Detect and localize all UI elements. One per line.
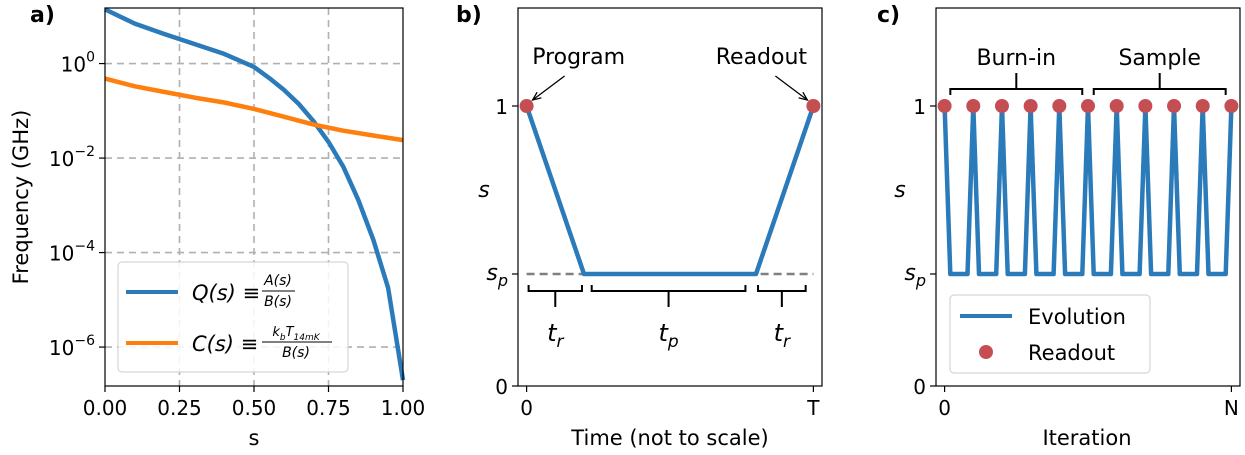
x-axis-label-a: s — [249, 426, 260, 450]
legend-label-evolution: Evolution — [1028, 305, 1126, 329]
legend-label-q: Q(s) ≡ — [192, 281, 260, 305]
readout-point — [1109, 99, 1124, 113]
series-line-q — [104, 7, 406, 381]
y-tick-label: 100 — [61, 50, 95, 77]
brace — [949, 88, 1084, 95]
annotation-arrow — [775, 75, 808, 101]
readout-point — [1224, 99, 1239, 113]
readout-point — [519, 99, 534, 113]
brace — [590, 285, 747, 292]
x-tick-label: T — [806, 396, 820, 420]
arrow-head — [798, 91, 809, 102]
x-tick-label: 0.50 — [232, 396, 277, 420]
legend-q-denominator: B(s) — [264, 294, 292, 310]
legend-c: Evolution Readout — [949, 294, 1151, 374]
y-tick-label: 0 — [913, 375, 926, 399]
x-tick-label: 0 — [938, 396, 951, 420]
panel-label-c: c) — [877, 3, 900, 28]
legend-a: Q(s) ≡ A(s) B(s) C(s) ≡ kbT14mK B(s) — [117, 261, 349, 373]
series-group — [104, 7, 406, 381]
annotation-arrow — [532, 75, 565, 101]
y-tick-label: 10−2 — [49, 144, 95, 171]
brace-label: tp — [658, 319, 678, 352]
panel-a: a) 0.00 0.25 0.50 0.75 1.00 10010−210−410−6 … — [9, 3, 425, 450]
legend-label-c: C(s) ≡ — [192, 332, 258, 356]
y-tick-label: 10−6 — [49, 333, 95, 360]
x-tick-label: 1.00 — [381, 396, 426, 420]
brace-label: Sample — [1118, 46, 1201, 71]
x-axis-label-b: Time (not to scale) — [570, 426, 768, 450]
legend-c-numerator: kbT14mK — [272, 325, 320, 343]
y-tick-label: 10−4 — [49, 239, 95, 266]
evolution-line — [942, 103, 1234, 277]
panel-label-a: a) — [30, 3, 55, 28]
y-tick-label: 1 — [495, 95, 508, 119]
panel-label-b: b) — [456, 3, 482, 28]
legend-label-readout: Readout — [1028, 341, 1115, 365]
panel-b: b) Program Readout tr tp tr 0 T 0 1 sp Time (not… — [456, 3, 823, 450]
brace — [757, 285, 807, 292]
legend-q-numerator: A(s) — [263, 273, 292, 289]
plot-frame-c — [935, 7, 1241, 387]
x-tick-label: N — [1224, 396, 1239, 420]
readout-point — [806, 99, 821, 113]
annotation-label: Readout — [716, 45, 808, 70]
y-tick-label-sp: sp — [904, 261, 926, 290]
readout-point — [1167, 99, 1182, 113]
series-line-c — [104, 76, 404, 143]
plot-content-c: Burn-in Sample — [937, 46, 1239, 277]
ticks-c: 0 N 0 1 sp — [904, 95, 1239, 420]
y-axis-label-a: Frequency (GHz) — [9, 110, 33, 285]
y-tick-label: 0 — [495, 375, 508, 399]
brace-label: Burn-in — [976, 46, 1056, 71]
panel-c: c) Burn-in Sample 0 N 0 1 sp Iteration s Evol… — [877, 3, 1241, 450]
y-axis-label-c: s — [894, 178, 905, 203]
ticks-b: 0 T 0 1 sp — [486, 95, 820, 420]
legend-swatch-readout — [979, 345, 993, 359]
y-tick-label-sp: sp — [486, 261, 508, 290]
readout-point — [994, 99, 1009, 113]
brace — [527, 285, 583, 292]
readout-point — [1023, 99, 1038, 113]
plot-frame-b — [517, 7, 823, 387]
readout-point — [1052, 99, 1067, 113]
schedule-line — [524, 105, 816, 277]
readout-point — [937, 99, 952, 113]
y-axis-label-b: s — [478, 178, 489, 203]
brace-label: tr — [774, 319, 791, 352]
arrow-head — [531, 91, 542, 102]
x-axis-label-c: Iteration — [1042, 426, 1131, 450]
x-tick-label: 0.00 — [83, 396, 128, 420]
readout-point — [1081, 99, 1095, 113]
annotation-label: Program — [532, 45, 625, 70]
brace — [1092, 88, 1227, 95]
plot-content-b: Program Readout tr tp tr — [519, 45, 821, 352]
legend-c-denominator: B(s) — [282, 345, 310, 361]
brace-label: tr — [547, 319, 564, 352]
y-tick-label: 1 — [913, 95, 926, 119]
x-tick-label: 0.75 — [306, 396, 351, 420]
readout-point — [1195, 99, 1210, 113]
x-tick-label: 0.25 — [157, 396, 202, 420]
x-ticks: 0.00 0.25 0.50 0.75 1.00 — [83, 386, 426, 420]
y-ticks: 100 10−2 10−4 10−6 — [49, 50, 105, 360]
x-tick-label: 0 — [520, 396, 533, 420]
readout-point — [1138, 99, 1153, 113]
readout-point — [966, 99, 981, 113]
